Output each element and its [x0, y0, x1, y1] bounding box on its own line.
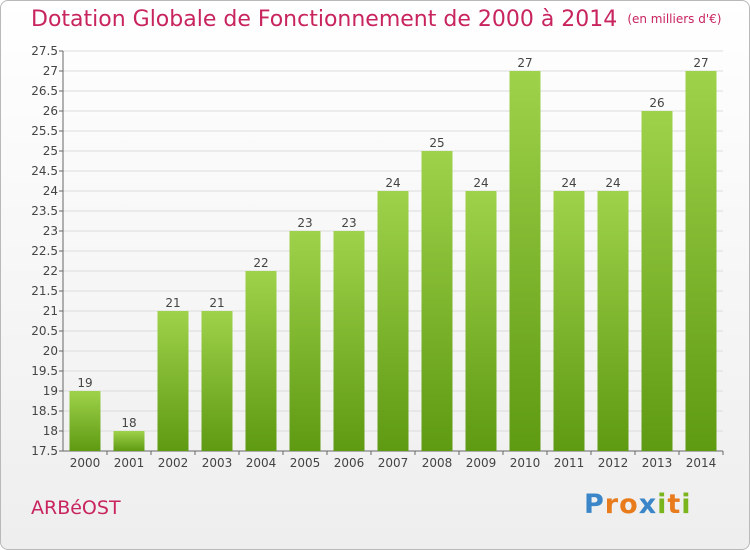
logo-letter: P — [584, 489, 605, 520]
bar — [377, 191, 409, 451]
bar — [69, 391, 101, 451]
title-text: Dotation Globale de Fonctionnement de 20… — [31, 7, 618, 32]
bar-value-label: 27 — [517, 56, 532, 70]
x-tick-label: 2003 — [202, 456, 233, 470]
bar — [509, 71, 541, 451]
bar-value-label: 19 — [77, 376, 92, 390]
commune-name: ARBéOST — [31, 497, 121, 519]
bar-value-label: 21 — [209, 296, 224, 310]
x-tick-label: 2014 — [686, 456, 717, 470]
bar-value-label: 21 — [165, 296, 180, 310]
y-tick-label: 19 — [43, 384, 58, 398]
x-tick-label: 2002 — [158, 456, 189, 470]
bar — [333, 231, 365, 451]
y-tick-label: 19.5 — [31, 364, 58, 378]
bar — [157, 311, 189, 451]
bar-value-label: 24 — [473, 176, 488, 190]
x-tick-label: 2000 — [70, 456, 101, 470]
bar-value-label: 24 — [385, 176, 400, 190]
y-tick-label: 23 — [43, 224, 58, 238]
x-tick-label: 2001 — [114, 456, 145, 470]
y-tick-label: 27 — [43, 64, 58, 78]
x-tick-label: 2011 — [554, 456, 585, 470]
bar-value-label: 24 — [561, 176, 576, 190]
bar-value-label: 23 — [341, 216, 356, 230]
bar — [465, 191, 497, 451]
x-tick-label: 2007 — [378, 456, 409, 470]
y-tick-label: 17.5 — [31, 444, 58, 458]
y-tick-label: 25.5 — [31, 124, 58, 138]
x-tick-label: 2009 — [466, 456, 497, 470]
bar — [113, 431, 145, 451]
y-tick-label: 25 — [43, 144, 58, 158]
logo-letter: i — [657, 489, 668, 520]
x-tick-label: 2012 — [598, 456, 629, 470]
y-tick-label: 22.5 — [31, 244, 58, 258]
logo-letter: i — [681, 489, 692, 520]
bars — [69, 71, 717, 451]
x-tick-label: 2008 — [422, 456, 453, 470]
logo-letter: r — [604, 489, 620, 520]
bar-value-labels: 19 18 21 21 22 23 23 24 25 24 27 24 24 26 27 — [77, 56, 708, 430]
bar — [685, 71, 717, 451]
bar-value-label: 27 — [693, 56, 708, 70]
y-tick-label: 26.5 — [31, 84, 58, 98]
x-tick-labels: 2000 2001 2002 2003 2004 2005 2006 2007 2008 2009… — [70, 456, 717, 470]
y-tick-label: 21 — [43, 304, 58, 318]
bar — [641, 111, 673, 451]
bar — [421, 151, 453, 451]
y-tick-label: 24 — [43, 184, 58, 198]
x-tick-label: 2010 — [510, 456, 541, 470]
y-tick-labels: 17.5 18 18.5 19 19.5 20 20.5 21 21.5 22 22.5 23 23.5… — [31, 44, 58, 458]
logo-letter: o — [619, 489, 639, 520]
x-tick-label: 2006 — [334, 456, 365, 470]
chart-title: Dotation Globale de Fonctionnement de 20… — [31, 7, 721, 32]
y-tick-label: 20 — [43, 344, 58, 358]
x-tick-label: 2013 — [642, 456, 673, 470]
bar — [289, 231, 321, 451]
y-tick-label: 18.5 — [31, 404, 58, 418]
y-tick-label: 27.5 — [31, 44, 58, 58]
bar — [597, 191, 629, 451]
bar-value-label: 18 — [121, 416, 136, 430]
bar-value-label: 26 — [649, 96, 664, 110]
x-tick-label: 2005 — [290, 456, 321, 470]
bar-value-label: 24 — [605, 176, 620, 190]
y-tick-label: 23.5 — [31, 204, 58, 218]
bar — [553, 191, 585, 451]
proxiti-logo: Proxiti — [584, 489, 692, 520]
y-tick-label: 24.5 — [31, 164, 58, 178]
bar — [245, 271, 277, 451]
logo-letter: x — [638, 489, 658, 520]
bar-value-label: 23 — [297, 216, 312, 230]
y-tick-label: 18 — [43, 424, 58, 438]
bar — [201, 311, 233, 451]
unit-note: (en milliers d'€) — [627, 12, 722, 26]
bar-value-label: 25 — [429, 136, 444, 150]
y-tick-label: 26 — [43, 104, 58, 118]
logo-letter: t — [667, 489, 682, 520]
x-tick-label: 2004 — [246, 456, 277, 470]
y-tick-label: 20.5 — [31, 324, 58, 338]
y-tick-label: 21.5 — [31, 284, 58, 298]
bar-value-label: 22 — [253, 256, 268, 270]
y-tick-label: 22 — [43, 264, 58, 278]
